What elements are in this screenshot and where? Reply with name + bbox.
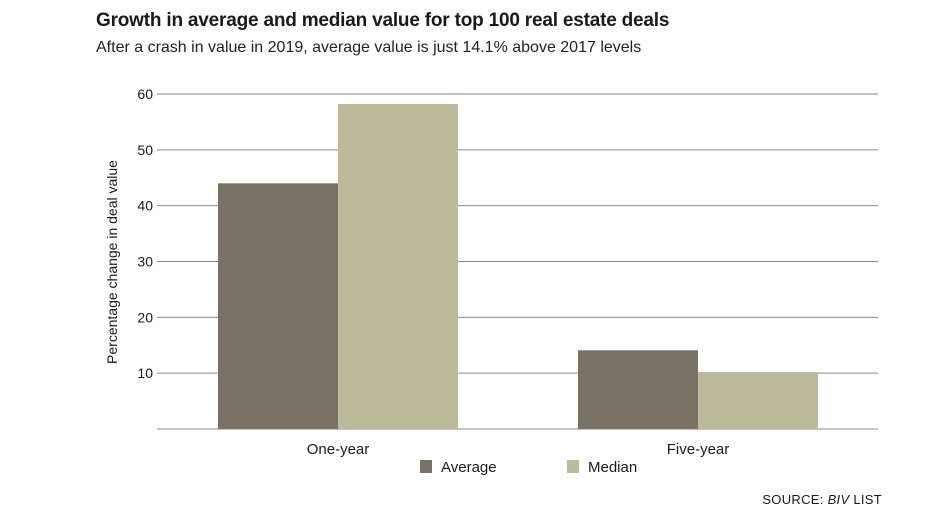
- y-tick-label: 50: [137, 142, 153, 158]
- bar-average-one-year: [218, 183, 338, 429]
- source-suffix: LIST: [849, 492, 882, 507]
- bar-median-one-year: [338, 104, 458, 429]
- bars: [218, 104, 818, 429]
- source-prefix: SOURCE:: [762, 492, 827, 507]
- legend-swatch-median: [567, 460, 579, 473]
- bar-average-five-year: [578, 350, 698, 429]
- y-tick-label: 60: [137, 86, 153, 102]
- y-tick-label: 30: [137, 254, 153, 270]
- source-name: BIV: [828, 492, 850, 507]
- y-axis-label: Percentage change in deal value: [104, 160, 120, 364]
- legend: Average Median: [420, 459, 637, 476]
- bar-median-five-year: [698, 372, 818, 429]
- legend-label-average: Average: [441, 459, 497, 476]
- legend-swatch-average: [420, 460, 432, 473]
- y-tick-label: 20: [137, 309, 153, 325]
- legend-label-median: Median: [588, 459, 637, 476]
- source-note: SOURCE: BIV LIST: [762, 492, 882, 507]
- y-axis-ticks: 10 20 30 40 50 60: [137, 86, 153, 381]
- y-tick-label: 10: [137, 365, 153, 381]
- x-axis-categories: One-year Five-year: [307, 441, 730, 458]
- x-category-label: Five-year: [667, 441, 730, 458]
- x-category-label: One-year: [307, 441, 370, 458]
- y-tick-label: 40: [137, 198, 153, 214]
